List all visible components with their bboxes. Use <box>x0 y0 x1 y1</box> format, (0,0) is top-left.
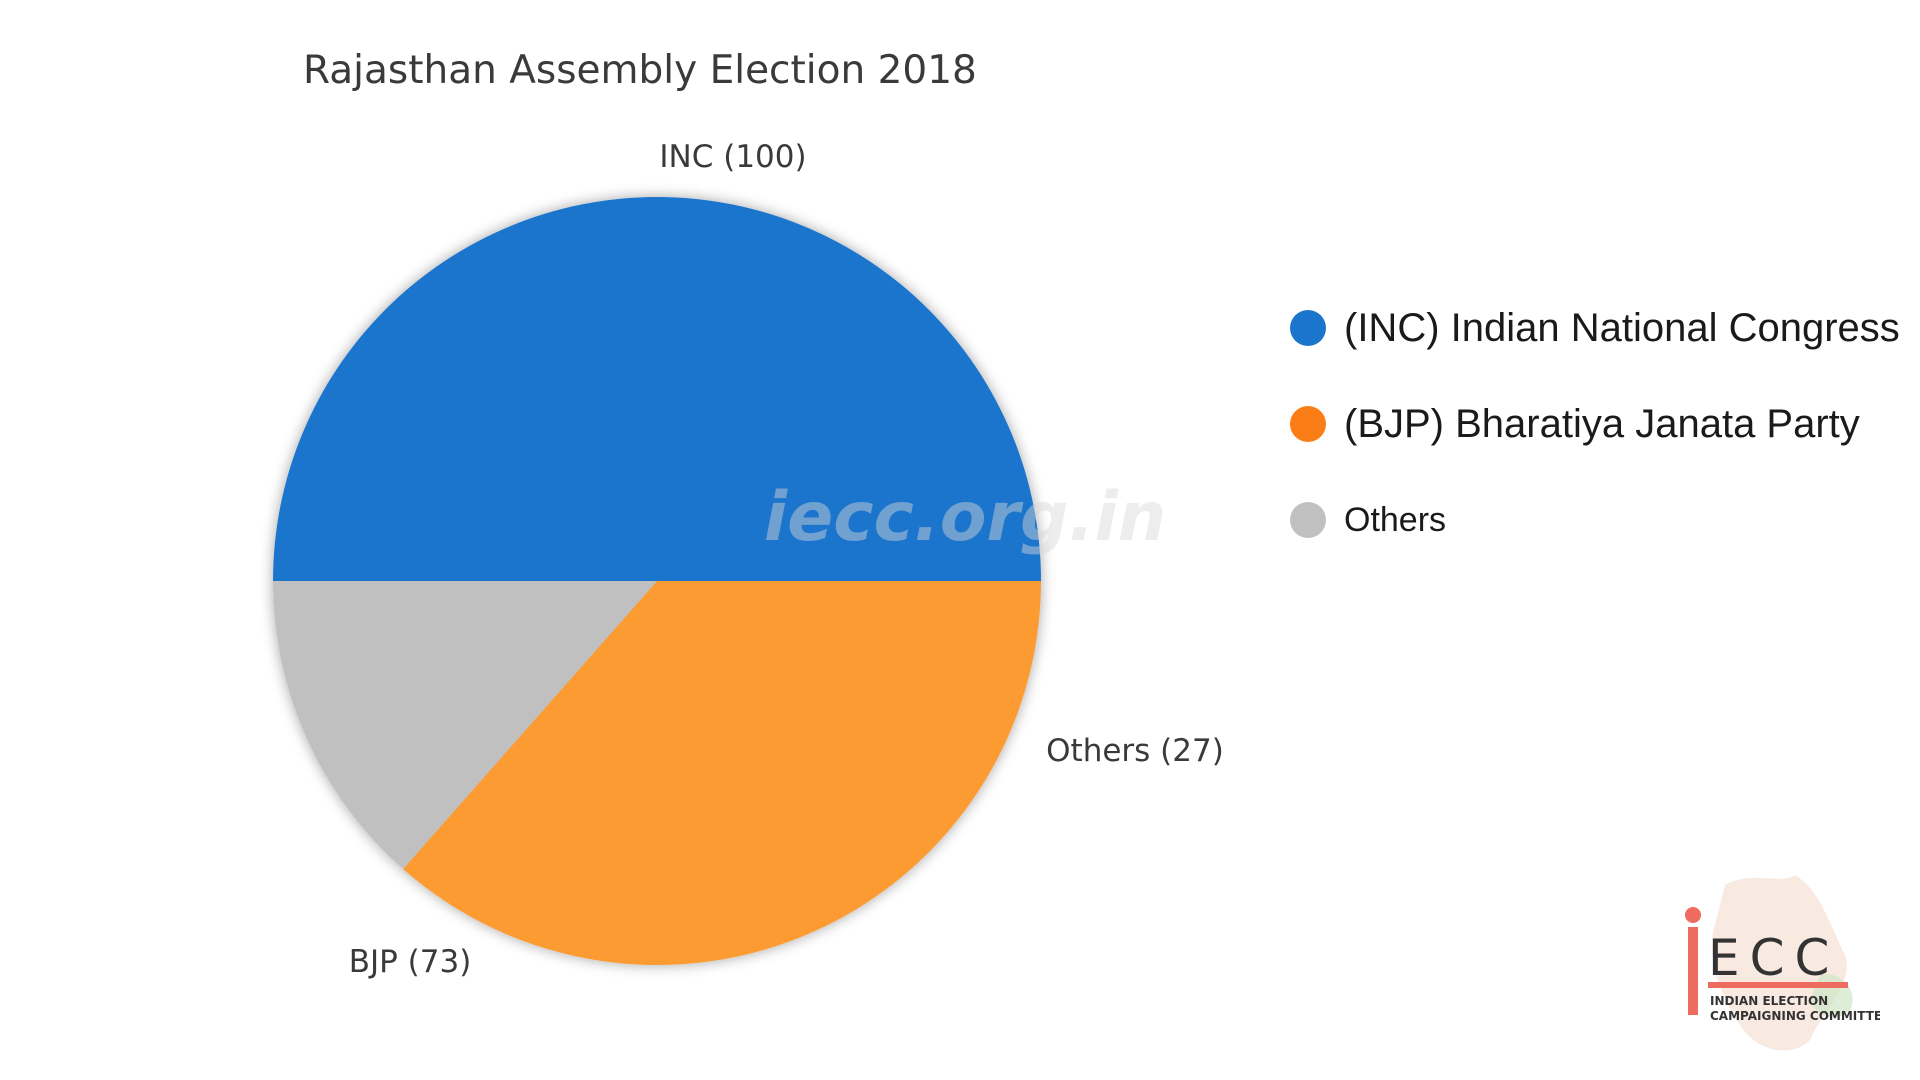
legend-item-others[interactable]: Others <box>1290 472 1900 568</box>
legend-dot-inc <box>1290 310 1326 346</box>
legend-dot-others <box>1290 502 1326 538</box>
pie-slice-bjp[interactable] <box>403 581 1041 966</box>
slice-label-others: Others (27) <box>1046 733 1224 769</box>
pie-slices <box>273 197 1041 966</box>
pie-slice-inc[interactable] <box>273 197 1041 581</box>
legend-label-others: Others <box>1344 500 1447 539</box>
slice-label-bjp: BJP (73) <box>349 944 472 980</box>
chart-title: Rajasthan Assembly Election 2018 <box>303 48 977 93</box>
logo-letters: ECC <box>1708 929 1839 987</box>
legend-item-bjp[interactable]: (BJP) Bharatiya Janata Party <box>1290 376 1900 472</box>
legend-item-inc[interactable]: (INC) Indian National Congress <box>1290 280 1900 376</box>
chart-legend: (INC) Indian National Congress (BJP) Bha… <box>1290 280 1900 568</box>
slice-label-inc: INC (100) <box>659 139 806 175</box>
legend-label-inc: (INC) Indian National Congress <box>1344 305 1900 350</box>
logo-line2: CAMPAIGNING COMMITTEE <box>1710 1009 1880 1023</box>
pie-slice-others[interactable] <box>273 581 657 870</box>
logo-line1: INDIAN ELECTION <box>1710 994 1828 1008</box>
iecc-logo: ECC INDIAN ELECTION CAMPAIGNING COMMITTE… <box>1685 875 1880 1051</box>
legend-label-bjp: (BJP) Bharatiya Janata Party <box>1344 401 1860 446</box>
watermark: iecc.org.in <box>764 478 1166 557</box>
legend-dot-bjp <box>1290 406 1326 442</box>
